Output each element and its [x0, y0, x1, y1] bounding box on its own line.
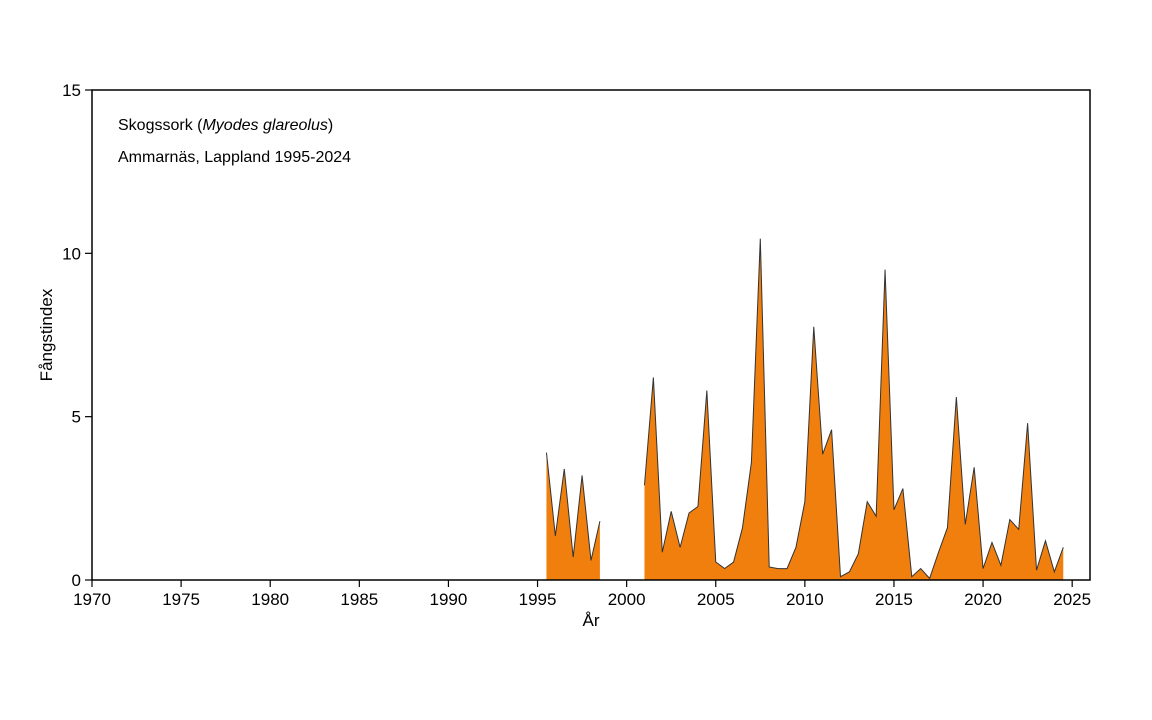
x-tick-label: 2025 — [1053, 590, 1091, 609]
x-tick-label: 1970 — [73, 590, 111, 609]
x-tick-label: 1995 — [519, 590, 557, 609]
x-tick-label: 2020 — [964, 590, 1002, 609]
x-tick-label: 1980 — [251, 590, 289, 609]
x-tick-label: 1975 — [162, 590, 200, 609]
x-tick-label: 2010 — [786, 590, 824, 609]
series-line-segment-1 — [545, 452, 601, 561]
x-tick-label: 1985 — [340, 590, 378, 609]
y-tick-label: 5 — [72, 408, 81, 427]
annotation-line-1: Skogssork (Myodes glareolus) — [118, 117, 333, 134]
plot-frame — [91, 89, 1091, 581]
y-tick-label: 10 — [62, 244, 81, 263]
x-tick-label: 2005 — [697, 590, 735, 609]
x-axis-ticks: 1970 1975 1980 1985 1990 1995 2000 2005 2010 2015… — [73, 580, 1091, 609]
x-axis-label: År — [583, 611, 600, 630]
series-layer — [545, 238, 1064, 580]
annotation-line-2: Ammarnäs, Lappland 1995-2024 — [118, 149, 351, 166]
annotation-prefix: Skogssork ( — [118, 117, 203, 134]
y-tick-label: 15 — [62, 81, 81, 100]
series-area-segment-1 — [546, 452, 600, 580]
x-tick-label: 1990 — [430, 590, 468, 609]
annotation-species: Myodes glareolus — [202, 117, 327, 134]
series-line-segment-2 — [643, 238, 1064, 580]
x-tick-label: 2015 — [875, 590, 913, 609]
y-tick-label: 0 — [72, 571, 81, 590]
y-axis-ticks: 0 5 10 15 — [62, 81, 92, 590]
y-axis-label: Fångstindex — [37, 288, 56, 381]
x-tick-label: 2000 — [608, 590, 646, 609]
series-area-segment-2 — [644, 238, 1064, 580]
annotation-suffix: ) — [328, 117, 333, 134]
